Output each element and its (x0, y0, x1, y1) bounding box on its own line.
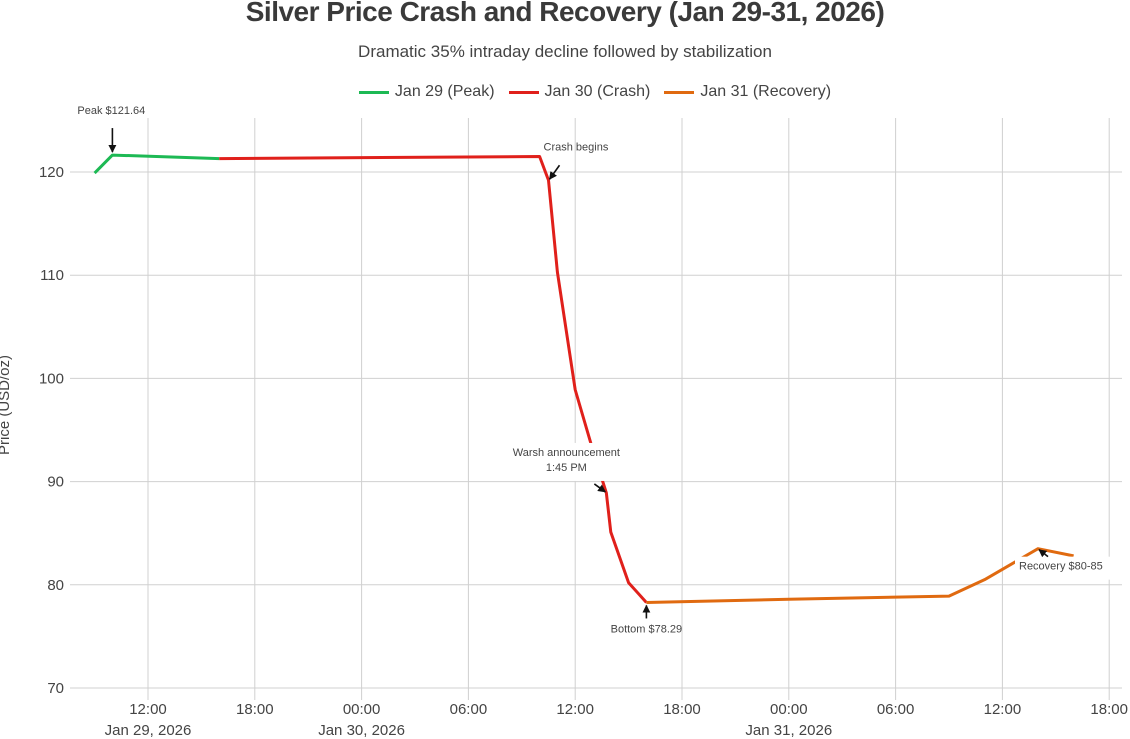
x-tick-label: 12:00 (556, 701, 594, 718)
annotation-recovery: Recovery $80-85 (1015, 549, 1115, 580)
annotation-bottom: Bottom $78.29 (611, 604, 683, 635)
annotation-text: Warsh announcement (513, 447, 620, 459)
annotation-text: Bottom $78.29 (611, 623, 683, 635)
chart-subtitle: Dramatic 35% intraday decline followed b… (358, 42, 772, 61)
legend-item-jan31[interactable]: Jan 31 (Recovery) (664, 83, 831, 101)
legend-swatch (358, 90, 389, 94)
annotation-peak: Peak $121.64 (77, 105, 145, 153)
legend-swatch (508, 90, 539, 94)
legend-label: Jan 29 (Peak) (394, 83, 495, 100)
annotation-text: Recovery $80-85 (1019, 561, 1103, 573)
chart-title: Silver Price Crash and Recovery (Jan 29-… (245, 0, 885, 27)
x-tick-date-label: Jan 31, 2026 (745, 722, 832, 739)
x-tick-label: 00:00 (770, 701, 808, 718)
legend-label: Jan 31 (Recovery) (700, 83, 832, 100)
x-tick-label: 12:00 (984, 701, 1022, 718)
annotation-text: Crash begins (544, 141, 609, 153)
series-line-0 (93, 153, 220, 175)
x-tick-date-label: Jan 30, 2026 (318, 722, 405, 739)
x-tick-label: 18:00 (663, 701, 701, 718)
x-tick-label: 12:00 (129, 701, 167, 718)
y-axis-title: Price (USD/oz) (0, 355, 13, 455)
y-tick-label: 80 (47, 577, 64, 594)
annotation-text: Peak $121.64 (77, 105, 145, 117)
annotation-arrow (593, 483, 606, 493)
series-line-1 (219, 155, 648, 604)
y-tick-label: 100 (39, 370, 64, 387)
y-tick-label: 70 (47, 680, 64, 697)
x-tick-label: 18:00 (236, 701, 274, 718)
x-tick-label: 00:00 (343, 701, 381, 718)
annotation-arrow (548, 164, 561, 180)
x-tick-label: 18:00 (1090, 701, 1128, 718)
x-tick-label: 06:00 (877, 701, 915, 718)
annotation-arrow (1038, 549, 1049, 558)
annotation-background (1015, 556, 1115, 580)
y-tick-label: 110 (40, 267, 64, 284)
x-tick-label: 06:00 (450, 701, 488, 718)
annotation-text: 1:45 PM (546, 462, 587, 474)
legend-label: Jan 30 (Crash) (544, 83, 651, 100)
annotation-crash: Crash begins (544, 141, 609, 180)
y-tick-label: 120 (39, 164, 64, 181)
x-tick-date-label: Jan 29, 2026 (105, 722, 192, 739)
legend: Jan 29 (Peak) Jan 30 (Crash) Jan 31 (Rec… (0, 83, 1130, 101)
annotation-background (504, 442, 629, 481)
series-line-2 (646, 547, 1074, 604)
annotation-warsh: Warsh announcement 1:45 PM (504, 442, 629, 493)
legend-item-jan29[interactable]: Jan 29 (Peak) (358, 83, 495, 101)
y-tick-label: 90 (47, 474, 64, 491)
legend-item-jan30[interactable]: Jan 30 (Crash) (508, 83, 651, 101)
legend-swatch (664, 90, 695, 94)
